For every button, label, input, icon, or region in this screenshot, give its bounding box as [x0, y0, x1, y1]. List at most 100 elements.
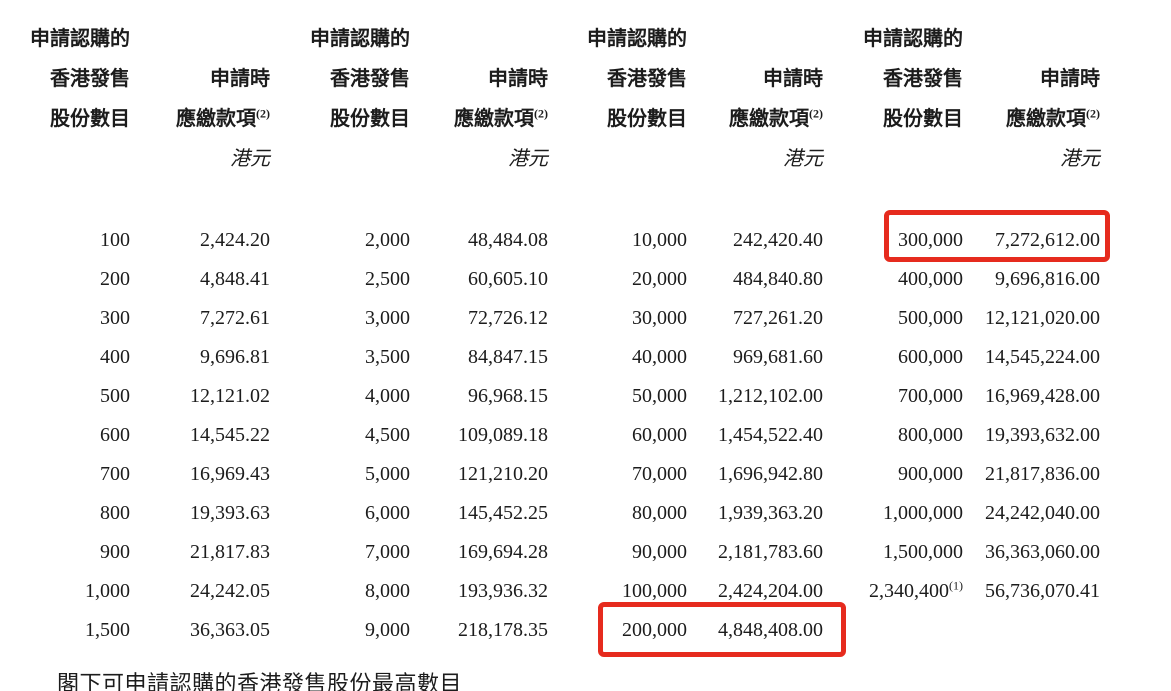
table-row: 800 19,393.63 6,000 145,452.25 80,000 1,939,3…: [0, 494, 1100, 533]
cell-shares-pair4-row7: 900,000: [898, 463, 963, 485]
cell-shares-pair4-row4: 600,000: [898, 346, 963, 368]
cell-amount-pair3-row2: 484,840.80: [733, 268, 823, 290]
cell-shares-pair4-row3: 500,000: [898, 307, 963, 329]
cell-shares-pair2-row1: 2,000: [365, 229, 410, 251]
cell-amount-pair1-row2: 4,848.41: [200, 268, 270, 290]
header-shares-pair4-line2: 香港發售: [883, 67, 963, 90]
header-shares-pair3-line4: [548, 136, 687, 176]
table-row: 600 14,545.22 4,500 109,089.18 60,000 1,454,5…: [0, 416, 1100, 455]
cell-shares-pair1-row6: 600: [100, 424, 130, 446]
cell-shares-pair4-row1: 300,000: [898, 229, 963, 251]
cell-amount-pair3-row3: 727,261.20: [733, 307, 823, 329]
cell-amount-pair1-row3: 7,272.61: [200, 307, 270, 329]
cell-amount-pair1-row7: 16,969.43: [190, 463, 270, 485]
cell-amount-pair2-row1: 48,484.08: [468, 229, 548, 251]
cell-shares-pair2-row6: 4,500: [365, 424, 410, 446]
cell-amount-pair1-row5: 12,121.02: [190, 385, 270, 407]
cell-amount-pair4-row9: 36,363,060.00: [985, 541, 1100, 563]
cell-shares-pair2-row9: 7,000: [365, 541, 410, 563]
header-shares-pair1-line1: 申請認購的: [30, 27, 130, 50]
cell-amount-pair3-row6: 1,454,522.40: [718, 424, 823, 446]
cell-amount-pair1-row9: 21,817.83: [190, 541, 270, 563]
cell-amount-pair1-row1: 2,424.20: [200, 229, 270, 251]
header-amount-pair1-line3: 應繳款項(2): [176, 105, 270, 130]
cell-amount-pair2-row2: 60,605.10: [468, 268, 548, 290]
cell-amount-pair3-row8: 1,939,363.20: [718, 502, 823, 524]
footnote-2-reference: (2): [1086, 105, 1100, 120]
header-body-gap: [0, 176, 1100, 221]
header-shares-pair4-line1: 申請認購的: [863, 27, 963, 50]
cell-shares-pair1-row9: 900: [100, 541, 130, 563]
cell-amount-pair2-row11: 218,178.35: [458, 619, 548, 641]
header-shares-pair1-line2: 香港發售: [50, 67, 130, 90]
cell-shares-pair3-row11: 200,000: [622, 619, 687, 641]
header-amount-pair3-line3: 應繳款項(2): [729, 105, 823, 130]
cell-shares-pair1-row11: 1,500: [85, 619, 130, 641]
cell-amount-pair3-row9: 2,181,783.60: [718, 541, 823, 563]
cell-amount-pair4-row1: 7,272,612.00: [995, 229, 1100, 251]
table-header: 申請認購的 申請認購的 申請認購的 申請認購的 香港發售 申請時 香港發售 申請時 香港發售 申請…: [0, 16, 1100, 176]
table-row: 200 4,848.41 2,500 60,605.10 20,000 484,840.8…: [0, 260, 1100, 299]
header-amount-pair3-line2: 申請時: [763, 67, 823, 90]
header-shares-pair4-line3: 股份數目: [883, 107, 963, 130]
cell-shares-pair4-row5: 700,000: [898, 385, 963, 407]
cell-amount-pair3-row5: 1,212,102.00: [718, 385, 823, 407]
cell-shares-pair2-row11: 9,000: [365, 619, 410, 641]
table-row: 1,500 36,363.05 9,000 218,178.35 200,000 4,84…: [0, 611, 1100, 650]
cell-shares-pair3-row9: 90,000: [632, 541, 687, 563]
footnote-1-reference: (1): [949, 578, 963, 593]
table-row: 500 12,121.02 4,000 96,968.15 50,000 1,212,10…: [0, 377, 1100, 416]
header-shares-pair2-line4: [270, 136, 410, 176]
cell-shares-pair4-row2: 400,000: [898, 268, 963, 290]
table-row: 300 7,272.61 3,000 72,726.12 30,000 727,261.2…: [0, 299, 1100, 338]
table-body: 100 2,424.20 2,000 48,484.08 10,000 242,420.4…: [0, 176, 1100, 650]
cell-shares-pair2-row10: 8,000: [365, 580, 410, 602]
cell-amount-pair1-row4: 9,696.81: [200, 346, 270, 368]
cell-amount-pair2-row4: 84,847.15: [468, 346, 548, 368]
cell-shares-pair4-row6: 800,000: [898, 424, 963, 446]
cell-shares-pair1-row7: 700: [100, 463, 130, 485]
cell-amount-pair2-row7: 121,210.20: [458, 463, 548, 485]
cell-shares-pair3-row6: 60,000: [632, 424, 687, 446]
cell-shares-pair1-row5: 500: [100, 385, 130, 407]
header-shares-pair2-line2: 香港發售: [330, 67, 410, 90]
cell-amount-pair3-row7: 1,696,942.80: [718, 463, 823, 485]
cell-amount-pair3-row1: 242,420.40: [733, 229, 823, 251]
cell-amount-pair4-row3: 12,121,020.00: [985, 307, 1100, 329]
cell-amount-pair4-row8: 24,242,040.00: [985, 502, 1100, 524]
cell-shares-pair2-row3: 3,000: [365, 307, 410, 329]
cell-shares-pair1-row10: 1,000: [85, 580, 130, 602]
header-amount-pair2-line1: [410, 16, 548, 56]
cell-shares-pair4-row8: 1,000,000: [883, 502, 963, 524]
header-shares-pair3-line1: 申請認購的: [587, 27, 687, 50]
table-row: 1,000 24,242.05 8,000 193,936.32 100,000 2,42…: [0, 572, 1100, 611]
cell-shares-pair1-row8: 800: [100, 502, 130, 524]
cell-shares-pair2-row7: 5,000: [365, 463, 410, 485]
cell-amount-pair4-row6: 19,393,632.00: [985, 424, 1100, 446]
cell-amount-pair4-row11: [963, 611, 1100, 650]
header-amount-pair2-line3: 應繳款項(2): [454, 105, 548, 130]
cell-amount-pair2-row6: 109,089.18: [458, 424, 548, 446]
table-row: 900 21,817.83 7,000 169,694.28 90,000 2,181,7…: [0, 533, 1100, 572]
cell-shares-pair3-row10: 100,000: [622, 580, 687, 602]
cell-shares-pair3-row2: 20,000: [632, 268, 687, 290]
table-row: 700 16,969.43 5,000 121,210.20 70,000 1,696,9…: [0, 455, 1100, 494]
cell-amount-pair1-row11: 36,363.05: [190, 619, 270, 641]
cell-shares-pair3-row3: 30,000: [632, 307, 687, 329]
cell-shares-pair1-row4: 400: [100, 346, 130, 368]
cell-amount-pair3-row10: 2,424,204.00: [718, 580, 823, 602]
cell-amount-pair2-row5: 96,968.15: [468, 385, 548, 407]
header-shares-pair4-line4: [823, 136, 963, 176]
cell-shares-pair3-row7: 70,000: [632, 463, 687, 485]
cell-amount-pair1-row8: 19,393.63: [190, 502, 270, 524]
clipped-footnote-text: 閣下可申請認購的香港發售股份最高數目: [57, 671, 463, 691]
subscription-amounts-table: 申請認購的 申請認購的 申請認購的 申請認購的 香港發售 申請時 香港發售 申請時 香港發售 申請…: [0, 16, 1100, 650]
cell-shares-pair2-row5: 4,000: [365, 385, 410, 407]
table-row: 100 2,424.20 2,000 48,484.08 10,000 242,420.4…: [0, 221, 1100, 260]
cell-amount-pair4-row5: 16,969,428.00: [985, 385, 1100, 407]
cell-shares-pair3-row1: 10,000: [632, 229, 687, 251]
cell-amount-pair1-row6: 14,545.22: [190, 424, 270, 446]
header-amount-pair4-line2: 申請時: [1040, 67, 1100, 90]
header-amount-pair4-line1: [963, 16, 1100, 56]
